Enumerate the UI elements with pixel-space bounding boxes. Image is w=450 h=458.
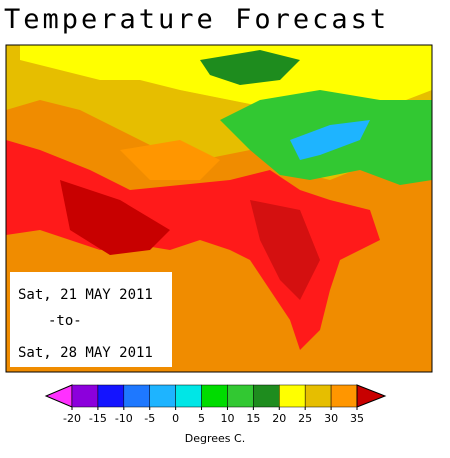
color-cell <box>253 384 280 408</box>
color-cell <box>227 384 254 408</box>
under-triangle <box>44 384 73 408</box>
tick-label: 5 <box>198 412 205 425</box>
legend-label: Degrees C. <box>185 432 245 445</box>
date-box <box>10 272 172 367</box>
separator: -to- <box>48 313 82 329</box>
color-cell <box>97 384 125 408</box>
color-cell <box>304 384 332 408</box>
tick-label: 30 <box>324 412 338 425</box>
tick-label: -5 <box>144 412 155 425</box>
color-cell <box>123 384 150 408</box>
colorbar: -20 -15 -10 -5 0 5 10 15 20 25 30 35 <box>44 384 387 425</box>
tick-label: 35 <box>350 412 364 425</box>
tick-label: -10 <box>115 412 133 425</box>
tick-label: -20 <box>63 412 81 425</box>
tick-label: 25 <box>298 412 312 425</box>
tick-label: 0 <box>172 412 179 425</box>
tick-label: 20 <box>272 412 286 425</box>
over-triangle <box>356 384 387 408</box>
end-date: Sat, 28 MAY 2011 <box>18 345 153 361</box>
start-date: Sat, 21 MAY 2011 <box>18 287 153 303</box>
tick-label: 15 <box>246 412 260 425</box>
color-cell <box>279 384 306 408</box>
color-cell <box>201 384 228 408</box>
color-cell <box>175 384 202 408</box>
color-cell <box>149 384 176 408</box>
tick-label: 10 <box>220 412 234 425</box>
title: Temperature Forecast <box>4 4 389 35</box>
color-cell <box>330 384 358 408</box>
map <box>5 44 433 373</box>
tick-label: -15 <box>89 412 107 425</box>
color-cell <box>71 384 99 408</box>
